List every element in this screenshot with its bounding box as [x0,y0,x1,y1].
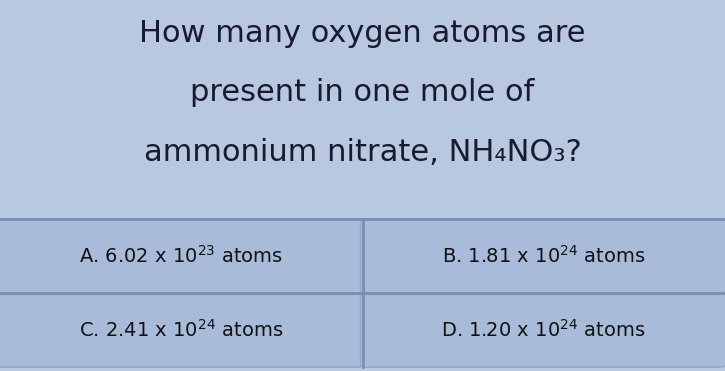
Text: D. 1.20 x 10$^{24}$ atoms: D. 1.20 x 10$^{24}$ atoms [442,319,646,341]
FancyBboxPatch shape [0,293,363,367]
Text: ammonium nitrate, NH₄NO₃?: ammonium nitrate, NH₄NO₃? [144,138,581,167]
Text: A. 6.02 x 10$^{23}$ atoms: A. 6.02 x 10$^{23}$ atoms [79,245,283,267]
FancyBboxPatch shape [360,293,725,367]
FancyBboxPatch shape [360,219,725,293]
Text: C. 2.41 x 10$^{24}$ atoms: C. 2.41 x 10$^{24}$ atoms [79,319,283,341]
FancyBboxPatch shape [0,219,363,293]
Text: How many oxygen atoms are: How many oxygen atoms are [139,19,586,48]
Text: present in one mole of: present in one mole of [191,78,534,107]
Text: B. 1.81 x 10$^{24}$ atoms: B. 1.81 x 10$^{24}$ atoms [442,245,645,267]
